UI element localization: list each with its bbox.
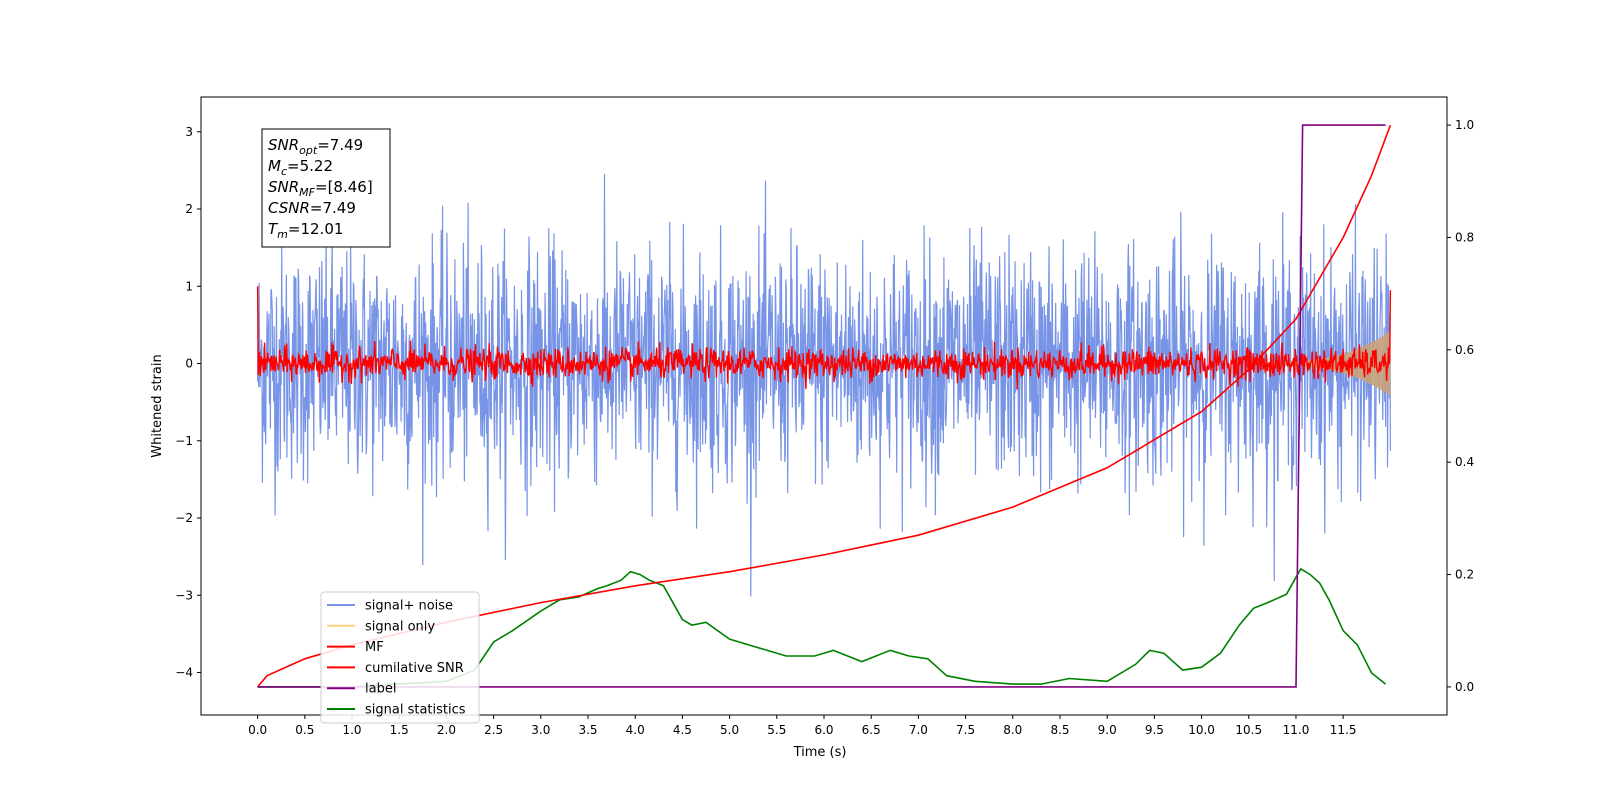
y-tick-label: 2 (185, 202, 193, 216)
y-tick-label: −2 (175, 511, 193, 525)
x-tick-label: 8.5 (1050, 723, 1069, 737)
signal-statistics-series (257, 567, 1387, 688)
y-tick-label: 3 (185, 125, 193, 139)
secondary-y-axis: 1.0 0.8 0.6 0.4 0.2 0.0 (1447, 118, 1474, 694)
x-tick-label: 8.0 (1003, 723, 1022, 737)
x-tick-label: 4.5 (673, 723, 692, 737)
legend-label: signal statistics (365, 703, 466, 718)
y-tick-label: −1 (175, 434, 193, 448)
y-tick-label: 1 (185, 279, 193, 293)
x-tick-label: 1.5 (390, 723, 409, 737)
y2-tick-label: 0.2 (1455, 568, 1474, 582)
x-tick-label: 2.0 (437, 723, 456, 737)
x-tick-label: 9.0 (1098, 723, 1117, 737)
annotation-line: Mc=5.22 (268, 157, 333, 178)
legend-label: MF (365, 640, 384, 655)
legend-frame (320, 591, 480, 724)
y2-tick-label: 0.6 (1455, 343, 1474, 357)
y-tick-label: 0 (185, 357, 193, 371)
x-tick-label: 1.0 (342, 723, 361, 737)
signal-noise-line (257, 173, 1391, 597)
x-tick-label: 5.5 (767, 723, 786, 737)
signal-noise-series (257, 173, 1391, 597)
x-axis: 0.0 0.5 1.0 1.5 2.0 2.5 3.0 3.5 4.0 4.5 5.0 5.5 6.0 6… (248, 715, 1357, 737)
x-tick-label: 11.5 (1330, 723, 1357, 737)
x-tick-label: 3.0 (531, 723, 550, 737)
x-tick-label: 3.5 (578, 723, 597, 737)
x-tick-label: 9.5 (1145, 723, 1164, 737)
mf-line (256, 286, 1392, 390)
y2-tick-label: 1.0 (1455, 118, 1474, 132)
x-tick-label: 4.0 (626, 723, 645, 737)
label-series (257, 124, 1386, 688)
annotation-line: CSNR=7.49 (268, 199, 356, 217)
mf-series (256, 286, 1392, 390)
y2-tick-label: 0.4 (1455, 455, 1474, 469)
x-tick-label: 6.0 (814, 723, 833, 737)
legend-label: signal+ noise (365, 599, 453, 614)
x-tick-label: 2.5 (484, 723, 503, 737)
y-tick-label: −3 (175, 588, 193, 602)
y-axis-label: Whitened strain (150, 354, 165, 457)
x-tick-label: 7.0 (909, 723, 928, 737)
x-tick-label: 0.5 (295, 723, 314, 737)
annotation-line: SNRopt=7.49 (268, 136, 363, 157)
x-axis-label: Time (s) (793, 745, 847, 760)
x-tick-label: 7.5 (956, 723, 975, 737)
y2-tick-label: 0.0 (1455, 680, 1474, 694)
x-tick-label: 10.0 (1188, 723, 1215, 737)
signal-statistics-line (257, 567, 1387, 688)
legend-label: signal only (365, 619, 435, 634)
annotation-line: SNRMF=[8.46] (268, 178, 373, 199)
x-tick-label: 0.0 (248, 723, 267, 737)
x-tick-label: 5.0 (720, 723, 739, 737)
annotation-line: Tm=12.01 (268, 220, 343, 241)
x-tick-label: 10.5 (1235, 723, 1262, 737)
y-tick-label: −4 (175, 666, 193, 680)
legend-label: label (365, 682, 396, 697)
x-tick-label: 11.0 (1283, 723, 1310, 737)
legend-label: cumilative SNR (365, 661, 464, 676)
y-axis: 3 2 1 0 −1 −2 −3 −4 (175, 125, 201, 680)
annotation-box-frame (261, 128, 391, 248)
y2-tick-label: 0.8 (1455, 230, 1474, 244)
x-tick-label: 6.5 (862, 723, 881, 737)
legend: signal+ noise signal only MF cumilative SNR… (320, 591, 480, 724)
label-line (257, 124, 1386, 688)
